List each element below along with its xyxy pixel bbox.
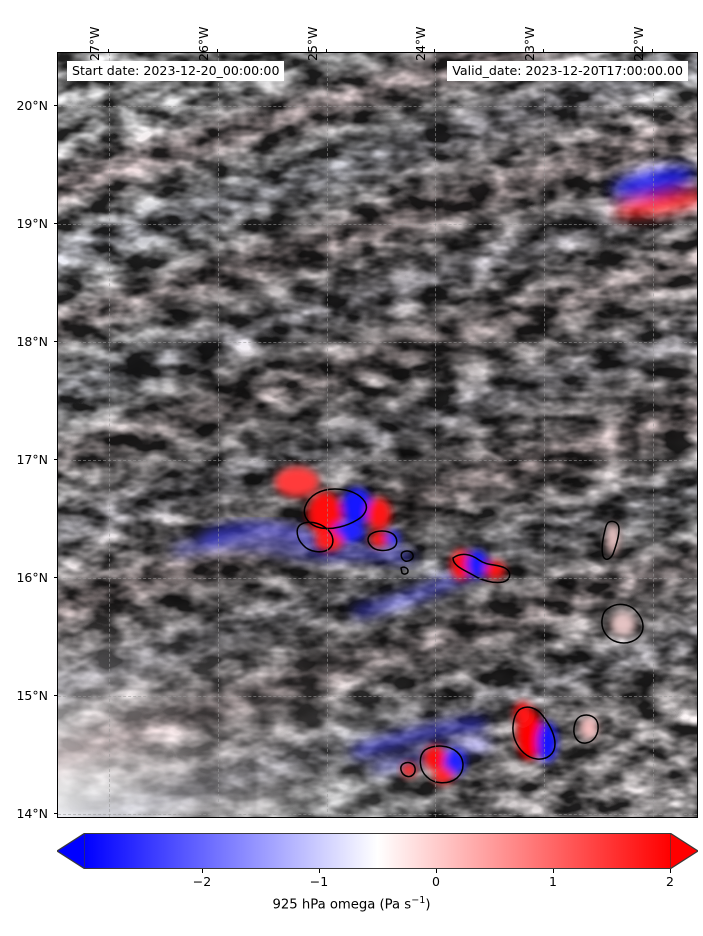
colorbar-label-suffix: ) (425, 897, 431, 913)
xtick-label-0: 27°W (87, 26, 102, 61)
ytick-label-1: 19°N (16, 216, 48, 231)
colorbar-extend-min (57, 833, 85, 869)
colorbar-tick-label-4: 2 (666, 874, 674, 889)
colorbar-axis-label: 925 hPa omega (Pa s−1) (0, 895, 703, 912)
map-axes: Start date: 2023-12-20_00:00:00 Valid_da… (57, 52, 698, 818)
colorbar-tick-label-0: −2 (192, 874, 212, 889)
ytick-label-4: 16°N (16, 570, 48, 585)
xtick-mark-1 (217, 48, 218, 52)
colorbar-tick-label-2: 0 (432, 874, 440, 889)
ytick-mark-6 (53, 813, 57, 814)
ytick-mark-1 (53, 223, 57, 224)
colorbar-label-text: 925 hPa omega (Pa s (272, 897, 412, 913)
xtick-label-1: 26°W (196, 26, 211, 61)
colorbar-extend-max (670, 833, 698, 869)
colorbar-ramp (85, 834, 670, 868)
xtick-mark-2 (326, 48, 327, 52)
xtick-label-3: 24°W (413, 26, 428, 61)
ytick-label-0: 20°N (16, 98, 48, 113)
colorbar-tick-mark-2 (436, 869, 437, 873)
ytick-mark-2 (53, 341, 57, 342)
ytick-mark-0 (53, 105, 57, 106)
colorbar-gradient (85, 833, 670, 869)
start-date-annotation: Start date: 2023-12-20_00:00:00 (67, 61, 285, 82)
xtick-mark-4 (543, 48, 544, 52)
omega-raster (58, 53, 697, 817)
xtick-label-5: 22°W (631, 26, 646, 61)
colorbar-tick-label-1: −1 (309, 874, 329, 889)
colorbar-label-exponent: −1 (411, 895, 426, 906)
ytick-label-3: 17°N (16, 452, 48, 467)
island-coastlines (296, 488, 644, 784)
ytick-mark-5 (53, 695, 57, 696)
xtick-mark-3 (434, 48, 435, 52)
ytick-mark-4 (53, 577, 57, 578)
colorbar-tick-label-3: 1 (549, 874, 557, 889)
colorbar-tick-mark-0 (202, 869, 203, 873)
xtick-label-2: 25°W (305, 26, 320, 61)
colorbar-tick-mark-1 (319, 869, 320, 873)
colorbar: −2 −1 0 1 2 (57, 833, 698, 889)
colorbar-tick-mark-3 (553, 869, 554, 873)
colorbar-tick-mark-4 (670, 869, 671, 873)
ytick-label-5: 15°N (16, 688, 48, 703)
omega-field (58, 53, 697, 817)
valid-date-annotation: Valid_date: 2023-12-20T17:00:00.00 (447, 61, 688, 82)
ytick-mark-3 (53, 459, 57, 460)
ytick-label-2: 18°N (16, 334, 48, 349)
xtick-label-4: 23°W (522, 26, 537, 61)
xtick-mark-0 (108, 48, 109, 52)
xtick-mark-5 (652, 48, 653, 52)
ytick-label-6: 14°N (16, 806, 48, 821)
